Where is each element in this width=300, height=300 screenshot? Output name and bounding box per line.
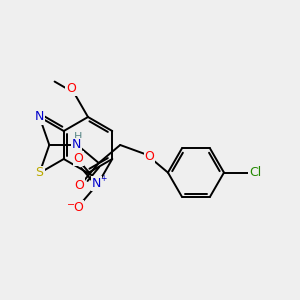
Text: N: N (92, 177, 101, 190)
Text: O: O (145, 150, 154, 163)
Text: O: O (74, 152, 83, 165)
Text: O: O (66, 82, 76, 95)
Text: S: S (35, 167, 44, 179)
Text: H: H (74, 132, 82, 142)
Text: N: N (35, 110, 44, 124)
Text: N: N (72, 139, 81, 152)
Text: +: + (100, 174, 106, 183)
Text: O: O (74, 201, 83, 214)
Text: O: O (74, 179, 84, 192)
Text: −: − (68, 200, 76, 210)
Text: Cl: Cl (249, 166, 261, 179)
